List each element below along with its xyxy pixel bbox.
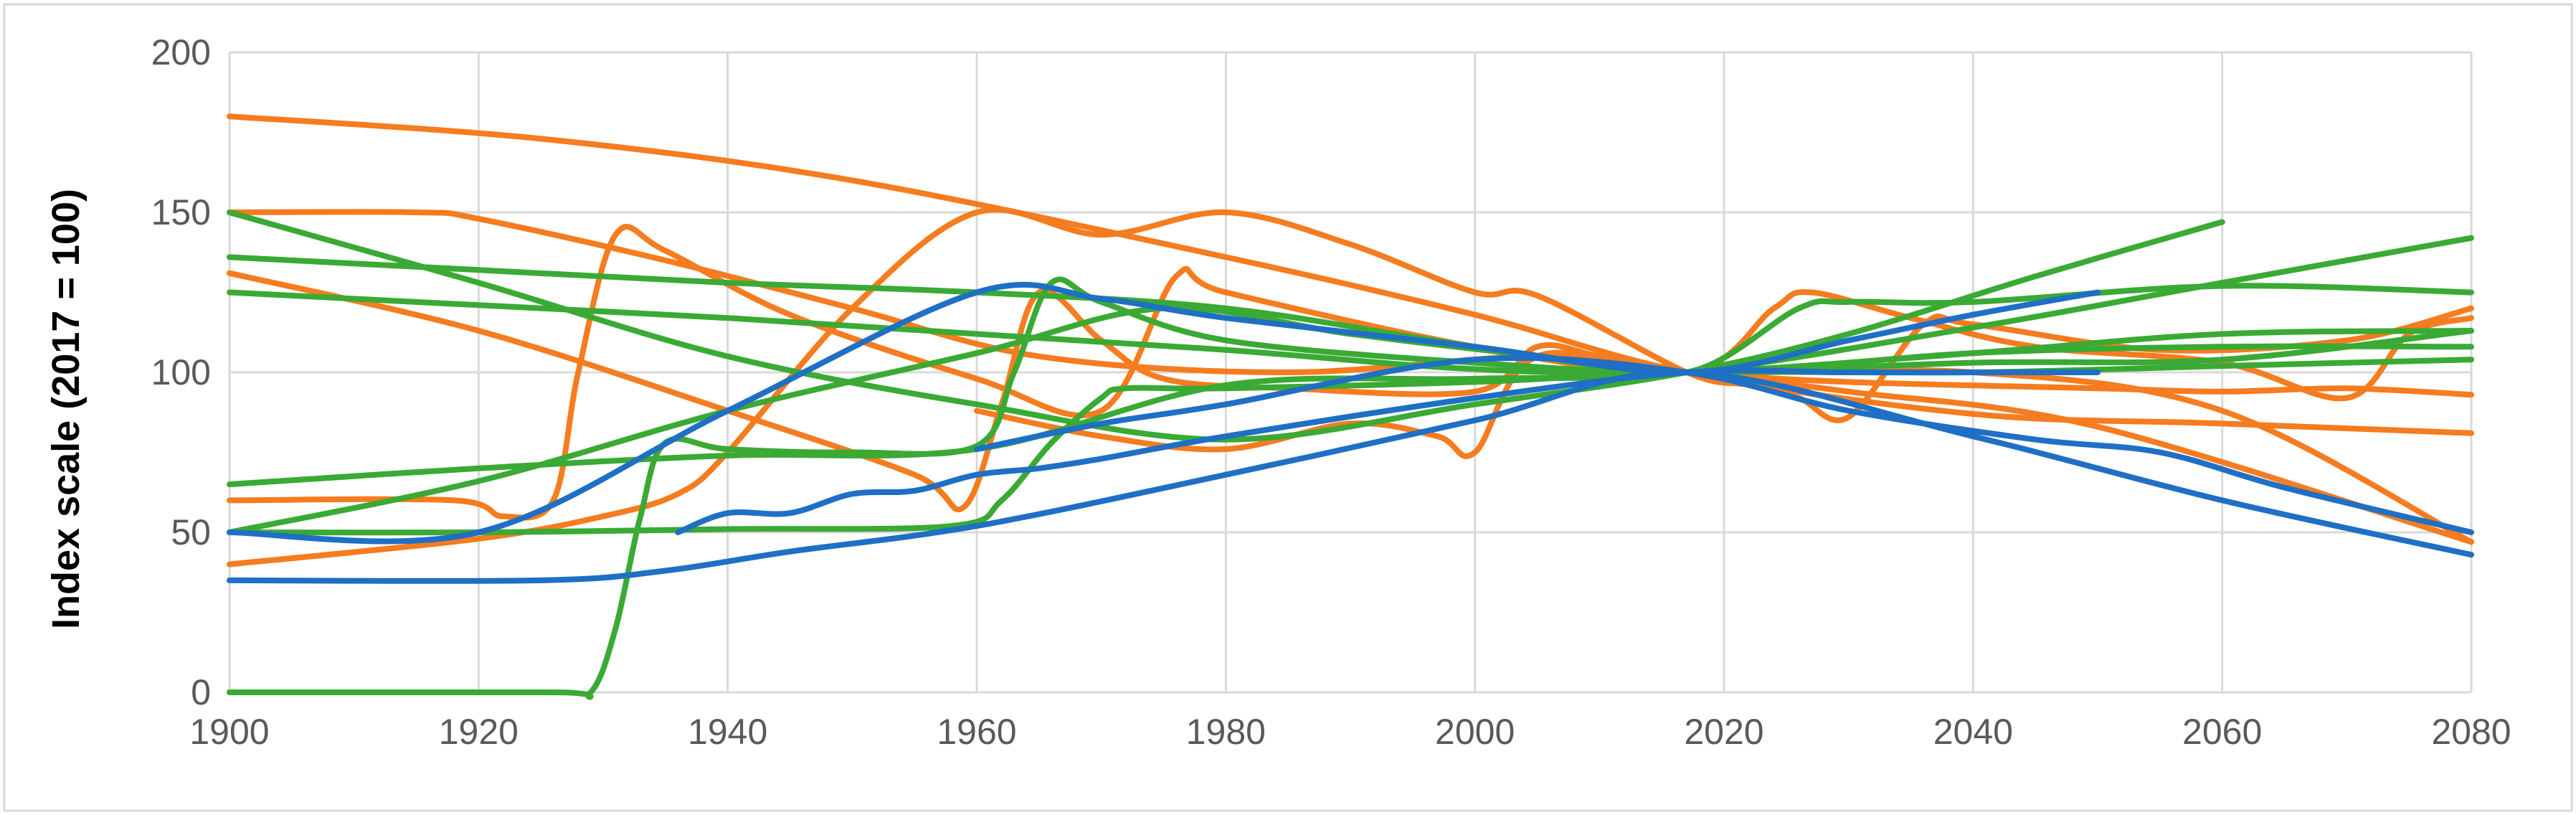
- series-line-green-8: [227, 254, 2474, 376]
- plot-border: [3, 3, 2573, 812]
- series-line-green-9: [227, 289, 2474, 377]
- series-line-blue-16: [675, 367, 2101, 535]
- series-line-orange-1: [227, 113, 2474, 436]
- y-axis-title: Index scale (2017 = 100): [44, 189, 87, 629]
- series-lines: [227, 113, 2474, 700]
- y-tick-label: 50: [171, 512, 211, 552]
- y-axis-tick-labels: 0 50 100 150 200: [151, 32, 211, 712]
- series-line-blue-14: [227, 281, 2101, 545]
- series-line-green-12: [227, 276, 2474, 700]
- series-line-orange-3: [227, 270, 2474, 545]
- series-line-green-7: [227, 209, 2225, 443]
- x-tick-label: 2040: [1933, 712, 2013, 752]
- x-tick-label: 2060: [2182, 712, 2262, 752]
- y-tick-label: 150: [151, 192, 211, 232]
- x-tick-label: 2080: [2431, 712, 2511, 752]
- series-line-blue-17: [974, 355, 2474, 535]
- x-tick-label: 1920: [439, 712, 518, 752]
- x-tick-label: 1980: [1186, 712, 1266, 752]
- x-tick-label: 2000: [1435, 712, 1515, 752]
- x-tick-label: 1960: [937, 712, 1016, 752]
- y-tick-label: 0: [191, 672, 211, 712]
- y-tick-label: 200: [151, 32, 211, 72]
- x-tick-label: 2020: [1684, 712, 1763, 752]
- x-axis-tick-labels: 1900 1920 1940 1960 1980 2000 2020 2040 2060 2080: [189, 712, 2511, 752]
- y-tick-label: 100: [151, 352, 211, 392]
- x-tick-label: 1940: [688, 712, 767, 752]
- series-line-orange-2: [227, 209, 2474, 398]
- x-tick-label: 1900: [189, 712, 269, 752]
- series-line-blue-15: [227, 369, 2474, 584]
